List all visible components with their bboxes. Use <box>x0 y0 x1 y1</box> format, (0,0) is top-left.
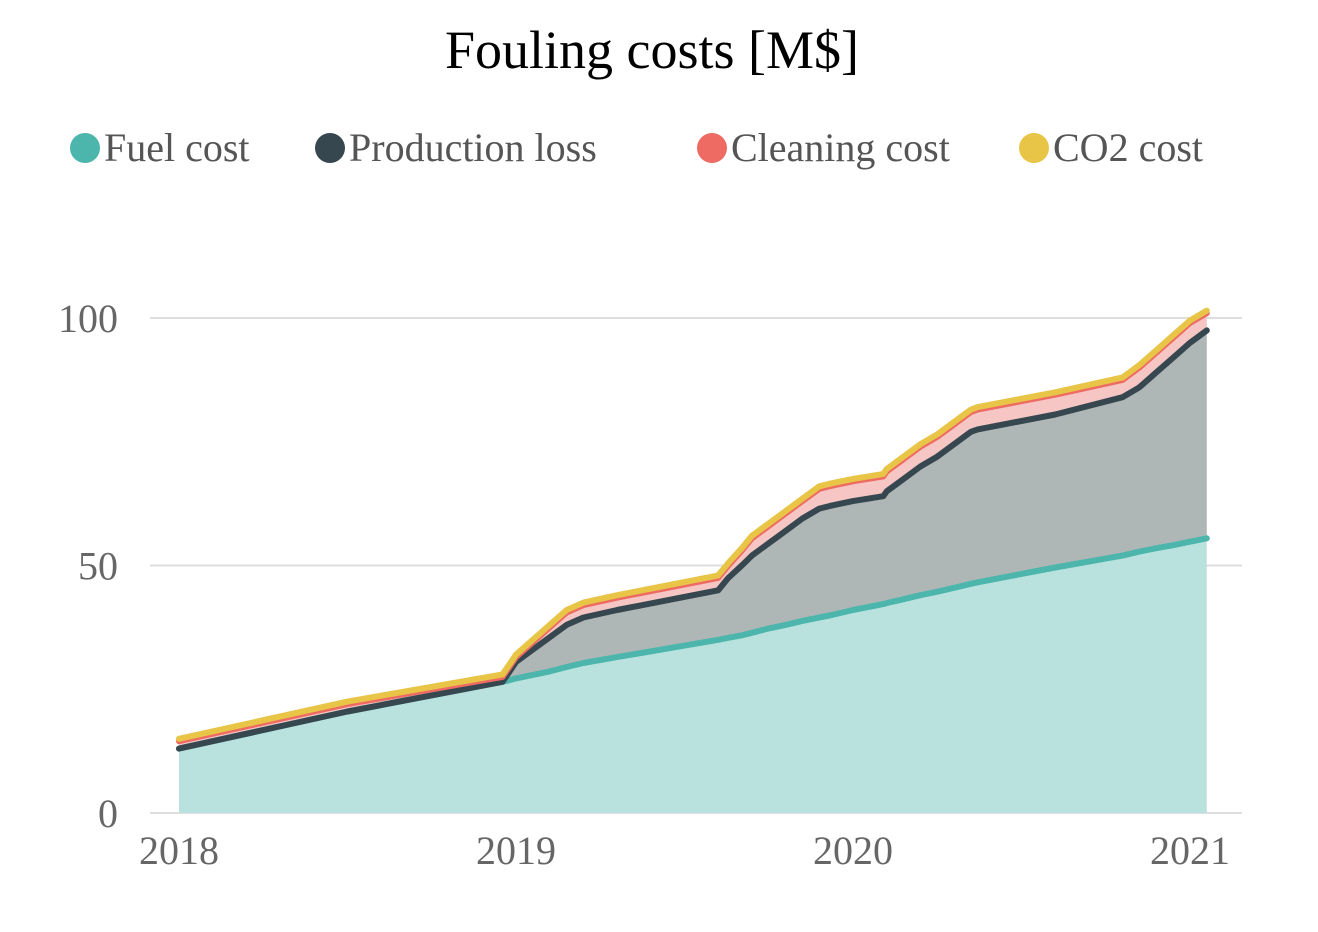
x-tick-label: 2018 <box>139 828 219 873</box>
legend-label: Fuel cost <box>104 125 250 170</box>
legend-marker-icon <box>70 133 100 163</box>
y-tick-label: 50 <box>78 544 118 589</box>
legend-label: CO2 cost <box>1053 125 1203 170</box>
line-production-loss <box>176 327 1210 752</box>
x-axis-ticks: 2018 2019 2020 2021 <box>139 828 1230 873</box>
legend-marker-icon <box>1019 133 1049 163</box>
y-tick-label: 0 <box>98 791 118 836</box>
x-tick-label: 2019 <box>476 828 556 873</box>
x-tick-label: 2020 <box>813 828 893 873</box>
legend-item: Production loss <box>315 125 597 170</box>
x-tick-label: 2021 <box>1150 828 1230 873</box>
legend-label: Cleaning cost <box>731 125 950 170</box>
line-fuel-cost <box>176 535 1210 752</box>
legend-item: Cleaning cost <box>697 125 950 170</box>
chart-legend: Fuel cost Production loss Cleaning cost CO2… <box>70 125 1203 170</box>
legend-marker-icon <box>315 133 345 163</box>
y-axis-ticks: 0 50 100 <box>58 296 118 836</box>
series-lines <box>176 307 1210 752</box>
line-co2-cost <box>176 307 1210 742</box>
legend-item: CO2 cost <box>1019 125 1203 170</box>
area-fills <box>179 310 1207 813</box>
legend-marker-icon <box>697 133 727 163</box>
area-fuel-cost <box>179 538 1207 813</box>
chart-title: Fouling costs [M$] <box>445 20 859 80</box>
y-tick-label: 100 <box>58 296 118 341</box>
legend-label: Production loss <box>349 125 597 170</box>
area-production-loss <box>179 330 1207 749</box>
legend-item: Fuel cost <box>70 125 250 170</box>
